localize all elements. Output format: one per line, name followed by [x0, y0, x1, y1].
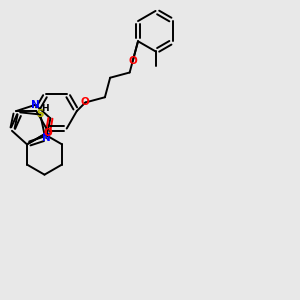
Text: S: S	[37, 110, 44, 119]
Text: O: O	[81, 98, 90, 107]
Text: O: O	[44, 128, 52, 138]
Text: N: N	[31, 100, 40, 110]
Text: O: O	[128, 56, 137, 66]
Text: N: N	[42, 133, 51, 143]
Text: H: H	[41, 103, 49, 112]
